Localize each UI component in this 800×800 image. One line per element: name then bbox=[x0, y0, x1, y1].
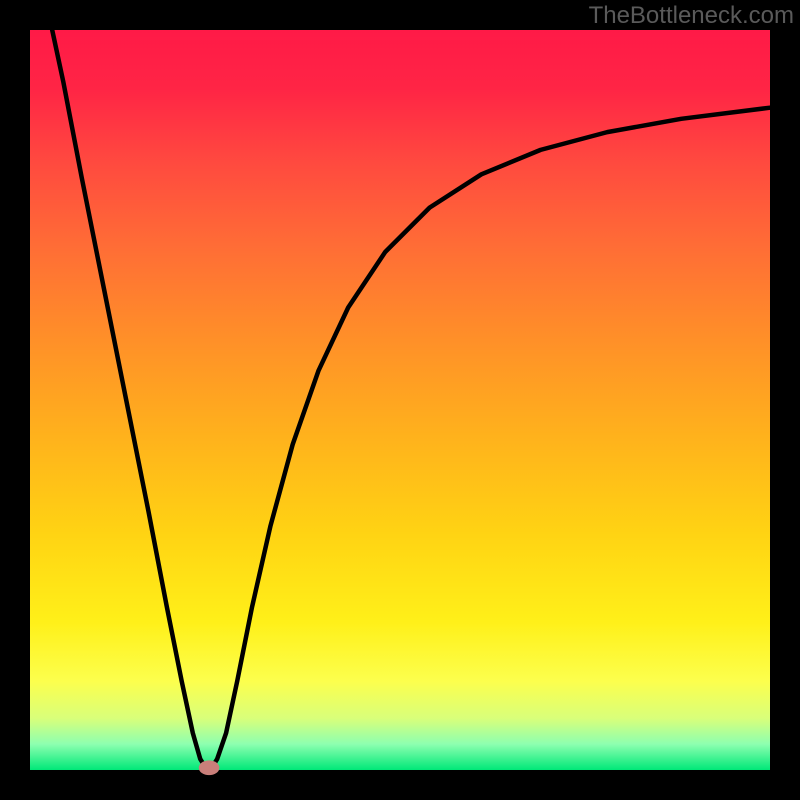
optimal-point-marker bbox=[199, 760, 220, 775]
watermark-text: TheBottleneck.com bbox=[589, 2, 794, 30]
chart-svg bbox=[0, 0, 800, 800]
chart-container: TheBottleneck.com bbox=[0, 0, 800, 800]
plot-background bbox=[30, 30, 770, 770]
